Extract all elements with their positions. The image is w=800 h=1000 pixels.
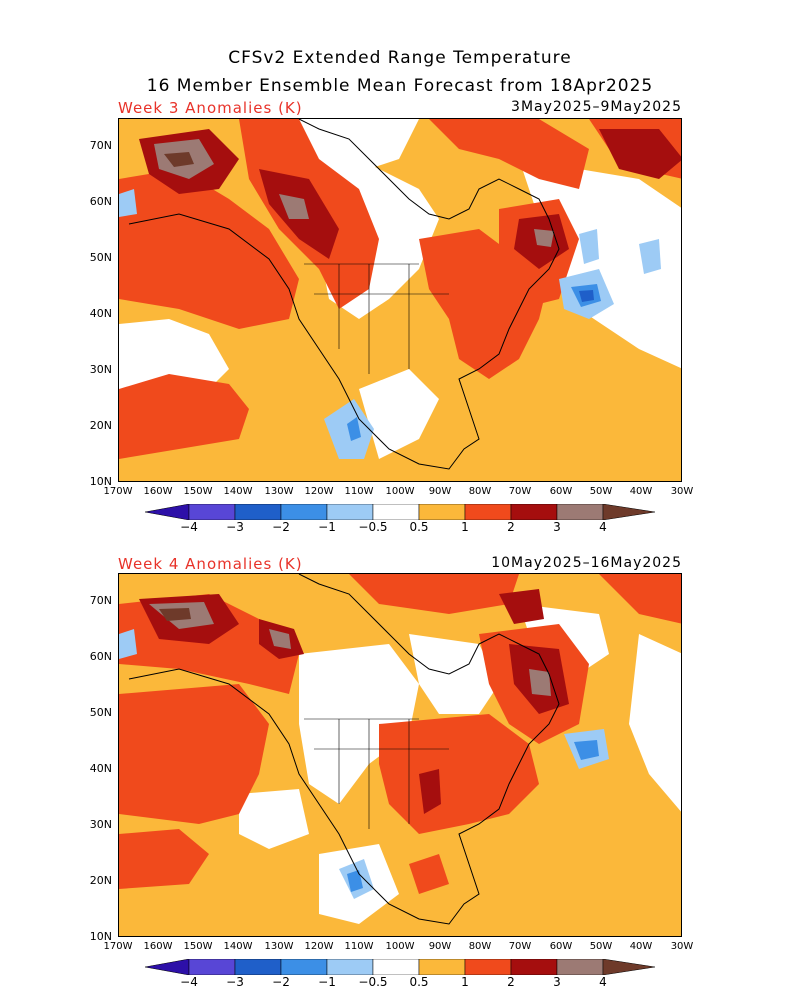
lon-label: 70W	[508, 941, 532, 952]
cbar-label: −2	[272, 975, 290, 989]
lat-label: 30N	[89, 363, 112, 376]
lon-label: 90W	[428, 486, 452, 497]
week3-label: Week 3 Anomalies (K)	[118, 99, 303, 117]
lat-label: 70N	[89, 139, 112, 152]
lat-label: 70N	[89, 594, 112, 607]
lat-label: 10N	[89, 475, 112, 488]
lat-label: 60N	[89, 195, 112, 208]
lat-label: 50N	[89, 706, 112, 719]
title-line-1: CFSv2 Extended Range Temperature	[228, 48, 572, 68]
cbar-label: −3	[226, 520, 244, 534]
cbar-label: 0.5	[409, 520, 429, 534]
lon-label: 120W	[304, 941, 334, 952]
cbar-label: 2	[507, 975, 515, 989]
cbar-label: 3	[553, 520, 561, 534]
cbar-label: −2	[272, 520, 290, 534]
title-line-2: 16 Member Ensemble Mean Forecast from 18…	[146, 76, 654, 96]
week3-anomaly-field	[119, 119, 681, 481]
lon-label: 170W	[103, 486, 133, 497]
lon-label: 50W	[589, 486, 613, 497]
cbar-label: 0.5	[409, 975, 429, 989]
lon-label: 80W	[468, 486, 492, 497]
cbar-label: 4	[599, 975, 607, 989]
lon-label: 140W	[223, 941, 253, 952]
lon-label: 100W	[385, 941, 415, 952]
lat-label: 20N	[89, 874, 112, 887]
lon-label: 160W	[143, 486, 173, 497]
cbar-label: −1	[318, 520, 336, 534]
lon-label: 100W	[385, 486, 415, 497]
week4-anomaly-field	[119, 574, 681, 936]
cbar-label: 3	[553, 975, 561, 989]
colorbar-week4	[145, 959, 656, 975]
lon-label: 150W	[183, 941, 213, 952]
cbar-label: −0.5	[358, 975, 388, 989]
lat-label: 30N	[89, 818, 112, 831]
week4-label: Week 4 Anomalies (K)	[118, 555, 303, 573]
cbar-label: 4	[599, 520, 607, 534]
lon-label: 30W	[670, 486, 694, 497]
lat-label: 40N	[89, 307, 112, 320]
lon-label: 160W	[143, 941, 173, 952]
lon-label: 40W	[629, 941, 653, 952]
cbar-label: −0.5	[358, 520, 388, 534]
lon-label: 110W	[344, 486, 374, 497]
week3-map	[118, 118, 682, 482]
lon-label: 30W	[670, 941, 694, 952]
week3-dates: 3May2025–9May2025	[511, 99, 682, 115]
lon-label: 120W	[304, 486, 334, 497]
lat-label: 60N	[89, 650, 112, 663]
lon-label: 170W	[103, 941, 133, 952]
cbar-label: 1	[461, 975, 469, 989]
cbar-label: −3	[226, 975, 244, 989]
lat-label: 50N	[89, 251, 112, 264]
lon-label: 70W	[508, 486, 532, 497]
lon-label: 130W	[264, 941, 294, 952]
lon-label: 40W	[629, 486, 653, 497]
cbar-label: −4	[180, 520, 198, 534]
lon-label: 50W	[589, 941, 613, 952]
colorbar-week3	[145, 504, 656, 520]
lat-label: 20N	[89, 419, 112, 432]
lon-label: 150W	[183, 486, 213, 497]
lon-label: 130W	[264, 486, 294, 497]
lon-label: 60W	[549, 941, 573, 952]
cbar-label: 1	[461, 520, 469, 534]
lon-label: 80W	[468, 941, 492, 952]
week4-dates: 10May2025–16May2025	[491, 555, 682, 571]
lat-label: 10N	[89, 930, 112, 943]
lon-label: 60W	[549, 486, 573, 497]
cbar-label: −1	[318, 975, 336, 989]
cbar-label: 2	[507, 520, 515, 534]
lon-label: 140W	[223, 486, 253, 497]
lon-label: 110W	[344, 941, 374, 952]
week4-map	[118, 573, 682, 937]
lat-label: 40N	[89, 762, 112, 775]
lon-label: 90W	[428, 941, 452, 952]
cbar-label: −4	[180, 975, 198, 989]
